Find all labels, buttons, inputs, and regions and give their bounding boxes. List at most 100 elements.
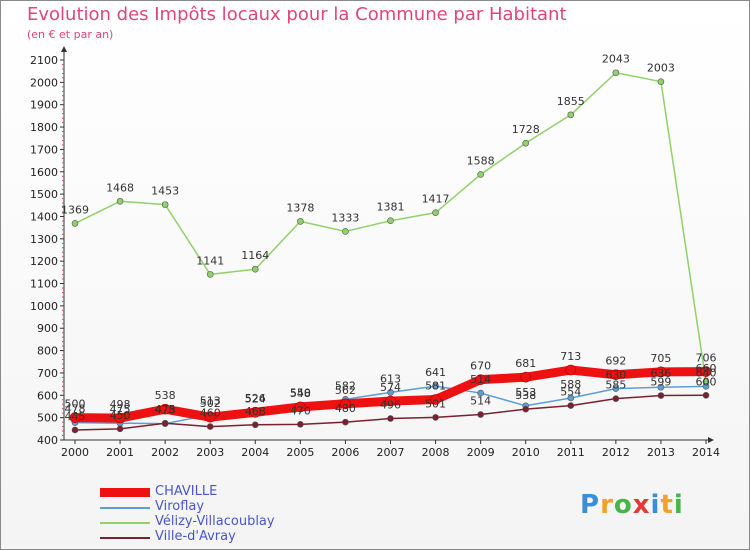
axes: 400 500 600 700 800 900 1000 1100 1200 1300 1400 15… (30, 46, 720, 459)
data-label-chaville: 500 (65, 398, 86, 411)
data-point-chaville (114, 412, 126, 424)
data-label-ville-d-avray: 585 (605, 379, 626, 392)
data-point-chaville (565, 364, 577, 376)
data-label-ville-d-avray: 599 (650, 376, 671, 389)
data-point-ville-d-avray (522, 405, 530, 413)
data-label-viroflay: 588 (560, 378, 581, 391)
data-label-chaville: 713 (560, 350, 581, 363)
data-label-ville-d-avray: 460 (200, 407, 221, 420)
data-point-ville-d-avray (161, 419, 169, 427)
data-point-chaville (69, 412, 81, 423)
data-label-v-lizy-villacoublay: 1141 (196, 254, 224, 267)
x-tick-label: 2014 (692, 446, 720, 459)
data-label-ville-d-avray: 450 (110, 409, 131, 422)
y-tick-label: 1800 (30, 121, 58, 134)
x-tick-label: 2001 (106, 446, 134, 459)
data-point-v-lizy-villacoublay (657, 78, 665, 85)
data-label-v-lizy-villacoublay: 1453 (151, 185, 179, 198)
y-tick-label: 1500 (30, 188, 58, 201)
data-point-v-lizy-villacoublay (567, 111, 575, 119)
legend-swatch-ville-davray (100, 537, 150, 539)
x-tick-label: 2013 (647, 446, 675, 459)
data-label-chaville: 502 (200, 397, 221, 410)
data-point-v-lizy-villacoublay (116, 197, 124, 205)
logo-letter: t (660, 490, 674, 520)
data-point-chaville (475, 374, 486, 385)
data-label-v-lizy-villacoublay: 1855 (557, 95, 585, 108)
data-point-v-lizy-villacoublay (342, 228, 349, 235)
data-label-v-lizy-villacoublay: 1588 (467, 154, 495, 167)
data-label-layer: 1369 1468 1453 1141 1164 1378 1333 1381 1417 1588… (61, 53, 717, 423)
x-tick-label: 2007 (377, 446, 405, 459)
data-label-v-lizy-villacoublay: 1728 (512, 123, 540, 136)
y-tick-label: 1600 (30, 166, 58, 179)
y-tick-label: 1700 (30, 143, 58, 156)
x-tick-label: 2000 (61, 446, 89, 459)
data-label-ville-d-avray: 538 (515, 389, 536, 402)
data-label-chaville: 524 (245, 392, 266, 405)
data-point-chaville (385, 395, 396, 407)
data-label-viroflay: 640 (696, 366, 717, 379)
data-point-v-lizy-villacoublay (297, 218, 304, 225)
data-label-chaville: 706 (696, 352, 717, 365)
y-tick-label: 800 (37, 345, 58, 358)
data-label-chaville: 681 (515, 357, 536, 370)
data-label-v-lizy-villacoublay: 1378 (286, 201, 314, 214)
data-point-v-lizy-villacoublay (206, 271, 214, 278)
data-label-viroflay: 550 (290, 386, 311, 399)
y-tick-label: 500 (37, 412, 58, 425)
data-point-ville-d-avray (702, 391, 710, 399)
x-tick-label: 2003 (196, 446, 224, 459)
data-label-viroflay: 475 (110, 403, 131, 416)
legend-swatch-velizy (100, 522, 150, 524)
x-tick-label: 2011 (557, 446, 585, 459)
x-tick-label: 2008 (422, 446, 450, 459)
data-label-chaville: 670 (470, 360, 491, 373)
data-label-ville-d-avray: 475 (155, 403, 176, 416)
series-line-v-lizy-villacoublay (74, 71, 707, 383)
data-label-viroflay: 526 (245, 392, 266, 405)
data-label-ville-d-avray: 468 (245, 405, 266, 418)
logo-letter: x (632, 490, 651, 520)
data-point-chaville (700, 366, 712, 377)
x-tick-label: 2010 (512, 446, 540, 459)
data-point-v-lizy-villacoublay (71, 220, 79, 227)
data-point-viroflay (387, 389, 394, 396)
data-label-chaville: 498 (110, 398, 131, 411)
data-label-v-lizy-villacoublay: 1417 (422, 193, 450, 206)
data-label-chaville: 692 (605, 355, 626, 368)
data-label-ville-d-avray: 554 (560, 386, 581, 399)
data-point-chaville (249, 406, 261, 418)
data-point-chaville (430, 394, 441, 405)
y-tick-label: 2000 (30, 76, 58, 89)
data-point-ville-d-avray (387, 415, 394, 422)
data-label-viroflay: 514 (470, 373, 491, 386)
data-label-ville-d-avray: 480 (335, 402, 356, 415)
data-label-v-lizy-villacoublay: 2003 (647, 62, 675, 75)
y-tick-label: 1400 (30, 210, 58, 223)
y-tick-label: 1000 (30, 300, 58, 313)
data-label-viroflay: 582 (335, 379, 356, 392)
data-point-ville-d-avray (116, 425, 124, 433)
y-tick-label: 1300 (30, 233, 58, 246)
y-tick-label: 1900 (30, 99, 58, 112)
x-tick-label: 2012 (602, 446, 630, 459)
x-tick-label: 2009 (467, 446, 495, 459)
legend-label-ville-davray: Ville-d'Avray (155, 529, 236, 544)
logo-letter: P (580, 490, 601, 520)
data-point-chaville (610, 369, 622, 381)
data-point-ville-d-avray (71, 426, 79, 434)
data-label-chaville: 538 (155, 389, 176, 402)
y-axis-arrow (61, 46, 67, 52)
legend-label-velizy: Vélizy-Villacoublay (155, 514, 275, 529)
series-layer (69, 69, 712, 434)
legend-label-viroflay: Viroflay (155, 499, 205, 514)
logo-letter: o (613, 490, 633, 520)
data-label-chaville: 562 (335, 384, 356, 397)
data-label-viroflay: 478 (65, 403, 86, 416)
data-label-v-lizy-villacoublay: 2043 (602, 53, 630, 66)
data-label-ville-d-avray: 501 (425, 397, 446, 410)
data-point-ville-d-avray (297, 421, 304, 428)
